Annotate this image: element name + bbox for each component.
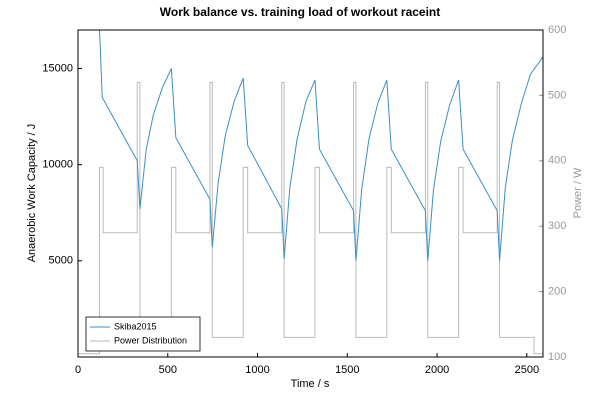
plot-frame bbox=[77, 29, 544, 358]
x-tick-label: 2000 bbox=[425, 364, 449, 376]
x-tick-label: 1000 bbox=[245, 364, 269, 376]
legend-box bbox=[85, 316, 201, 352]
y2-tick-label: 100 bbox=[548, 351, 566, 363]
data-line bbox=[78, 29, 544, 261]
y2-tick-label: 600 bbox=[548, 24, 566, 36]
y2-tick-label: 300 bbox=[548, 220, 566, 232]
legend-label: Skiba2015 bbox=[114, 321, 157, 331]
y2-tick-label: 500 bbox=[548, 89, 566, 101]
legend-label: Power Distribution bbox=[114, 335, 187, 345]
x-tick-label: 500 bbox=[159, 364, 177, 376]
y2-axis-label: Power / W bbox=[572, 167, 584, 218]
chart-title: Work balance vs. training load of workou… bbox=[160, 5, 441, 19]
y-tick-label: 15000 bbox=[42, 62, 73, 74]
y2-tick-label: 400 bbox=[548, 155, 566, 167]
y-tick-label: 5000 bbox=[49, 255, 73, 267]
x-tick-label: 1500 bbox=[335, 364, 359, 376]
x-tick-label: 0 bbox=[75, 364, 81, 376]
y-axis-label: Anaerobic Work Capacity / J bbox=[26, 124, 38, 263]
x-tick-label: 2500 bbox=[515, 364, 539, 376]
y-tick-label: 10000 bbox=[42, 159, 73, 171]
x-axis-label: Time / s bbox=[291, 378, 330, 390]
y2-tick-label: 200 bbox=[548, 286, 566, 298]
